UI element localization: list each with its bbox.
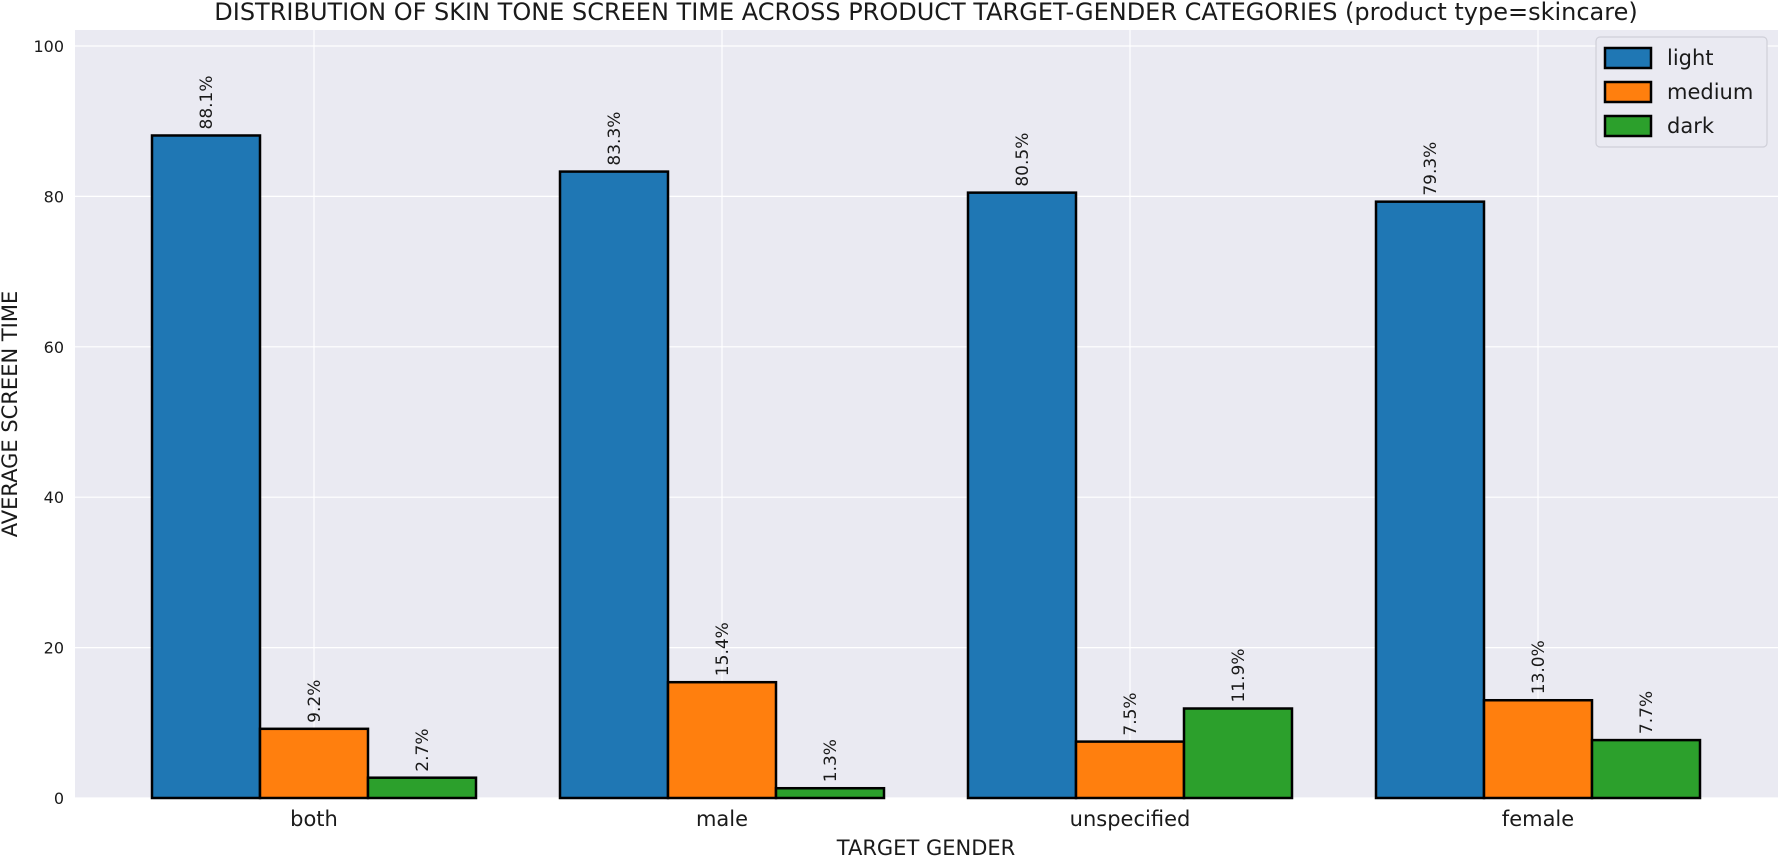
y-tick-label: 20	[44, 639, 64, 658]
bar-data-label: 13.0%	[1529, 640, 1549, 694]
legend-entry-light: light	[1667, 46, 1714, 70]
bar-data-label: 2.7%	[413, 728, 433, 771]
legend-entry-dark: dark	[1667, 114, 1715, 138]
bar-data-label: 88.1%	[197, 75, 217, 129]
bar-medium-unspecified	[1074, 740, 1186, 800]
legend-swatch-light	[1603, 46, 1653, 70]
bars-layer	[150, 134, 1702, 800]
x-tick-label: both	[290, 807, 338, 831]
bar-dark-female	[1590, 738, 1702, 800]
x-ticks-layer: both male unspecified female	[290, 807, 1574, 831]
bar-light-female	[1374, 200, 1486, 800]
y-tick-label: 40	[44, 488, 64, 507]
bar-data-label: 7.7%	[1637, 691, 1657, 734]
bar-data-label: 83.3%	[605, 112, 625, 166]
legend-swatch-dark	[1603, 114, 1653, 138]
grid-layer	[75, 30, 1778, 799]
bar-data-label: 15.4%	[713, 622, 733, 676]
bar-light-both	[150, 134, 262, 800]
bar-labels-layer: 88.1% 83.3% 80.5% 79.3% 9.2% 15.4% 7.5% 13.0% 2.…	[197, 75, 1657, 782]
x-tick-label: male	[696, 807, 748, 831]
bar-data-label: 1.3%	[821, 739, 841, 782]
bar-dark-male	[774, 786, 886, 800]
bar-dark-both	[366, 776, 478, 800]
bar-medium-both	[258, 727, 370, 800]
x-tick-label: unspecified	[1070, 807, 1191, 831]
y-tick-label: 60	[44, 338, 64, 357]
y-ticks-layer: 0 20 40 60 80 100	[33, 37, 64, 808]
bar-data-label: 11.9%	[1229, 648, 1249, 702]
bar-light-unspecified	[966, 191, 1078, 800]
x-tick-label: female	[1502, 807, 1574, 831]
legend-swatch-medium	[1603, 80, 1653, 104]
y-tick-label: 80	[44, 187, 64, 206]
chart-title: DISTRIBUTION OF SKIN TONE SCREEN TIME AC…	[214, 0, 1637, 26]
bar-data-label: 80.5%	[1013, 133, 1033, 187]
y-tick-label: 0	[54, 789, 64, 808]
bar-data-label: 7.5%	[1121, 692, 1141, 735]
bar-medium-female	[1482, 698, 1594, 800]
plot-background	[75, 30, 1778, 798]
bar-medium-male	[666, 680, 778, 800]
bar-dark-unspecified	[1182, 707, 1294, 800]
bar-data-label: 9.2%	[305, 680, 325, 723]
x-axis-label: TARGET GENDER	[836, 836, 1015, 859]
legend: light medium dark	[1595, 36, 1768, 148]
y-axis-label: AVERAGE SCREEN TIME	[0, 291, 22, 538]
legend-entry-medium: medium	[1667, 80, 1753, 104]
bar-light-male	[558, 170, 670, 800]
y-tick-label: 100	[33, 37, 64, 56]
bar-data-label: 79.3%	[1421, 142, 1441, 196]
